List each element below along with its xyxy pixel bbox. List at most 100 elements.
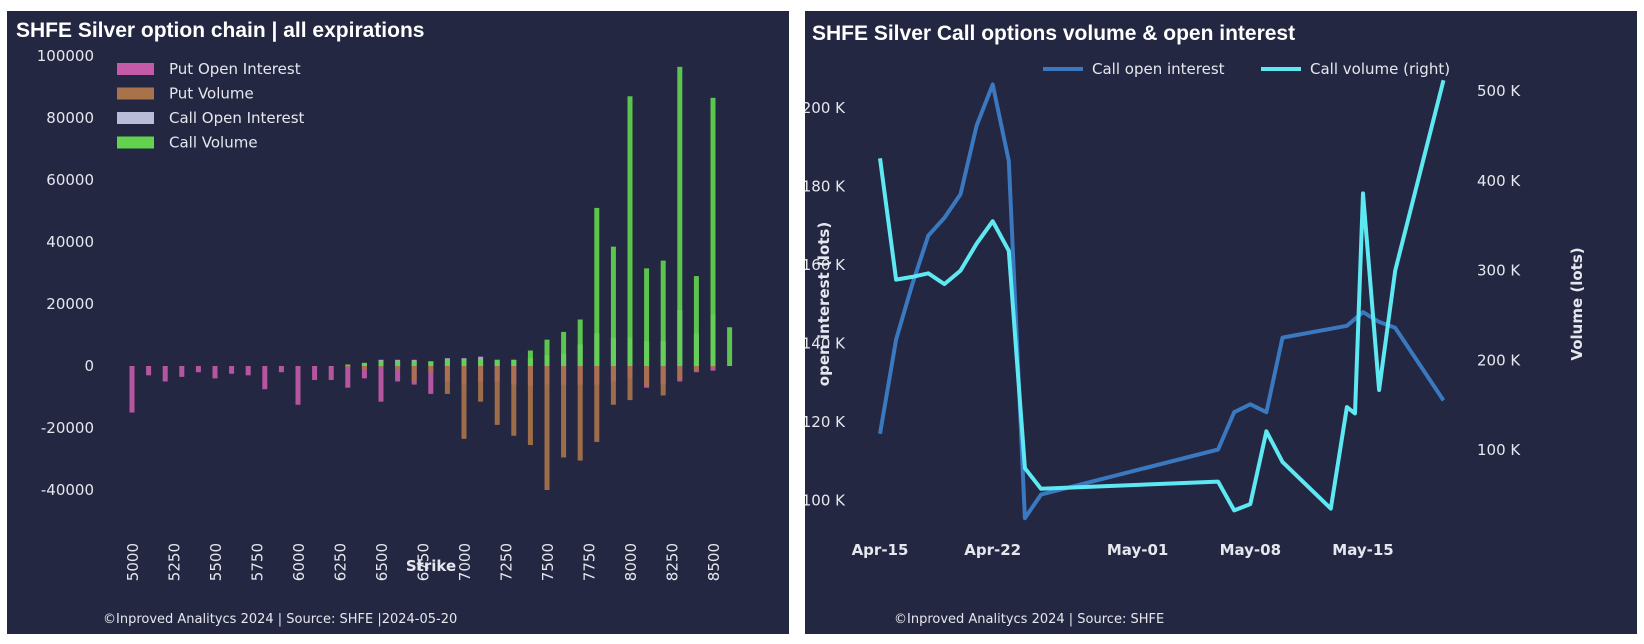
option-chain-panel: SHFE Silver option chain | all expiratio… bbox=[7, 11, 789, 634]
put-volume-bar bbox=[660, 366, 666, 396]
put-open-interest-bar bbox=[312, 366, 318, 380]
put-volume-bar bbox=[710, 366, 716, 368]
x-tick-label: 6250 bbox=[332, 543, 350, 581]
x-axis-label: Strike bbox=[406, 557, 456, 575]
chart-footer: ©Inproved Analitycs 2024 | Source: SHFE bbox=[894, 612, 1165, 627]
call-volume-line bbox=[878, 79, 1446, 513]
x-tick-label: 8500 bbox=[705, 543, 723, 581]
put-open-interest-bar bbox=[262, 366, 268, 390]
put-volume-bar bbox=[511, 366, 517, 436]
call-volume-oi-chart: 200 K 180 K 160 K 140 K 120 K 100 K 500 K 400 K… bbox=[805, 60, 1586, 559]
left-y-tick-label: 120 K bbox=[805, 413, 846, 431]
call-volume-bar bbox=[561, 331, 567, 366]
put-open-interest-bar bbox=[395, 366, 401, 382]
put-volume-bar bbox=[494, 366, 500, 425]
x-tick-label: 6750 bbox=[415, 543, 433, 581]
y-tick-label: 40000 bbox=[46, 233, 94, 251]
x-tick-label: Apr-15 bbox=[852, 541, 909, 559]
call-volume-bar bbox=[677, 66, 683, 366]
put-open-interest-bar bbox=[428, 366, 434, 394]
put-volume-bar bbox=[395, 366, 401, 370]
call-volume-bar bbox=[511, 359, 517, 366]
left-y-tick-label: 160 K bbox=[805, 256, 846, 274]
put-volume-bar bbox=[577, 366, 583, 461]
right-y-tick-label: 400 K bbox=[1477, 172, 1521, 190]
chart-footer: ©Inproved Analitycs 2024 | Source: SHFE … bbox=[103, 612, 458, 627]
legend-label: Put Volume bbox=[169, 85, 254, 103]
put-volume-bar bbox=[411, 366, 417, 382]
x-tick-label: 8000 bbox=[622, 543, 640, 581]
x-tick-label: May-08 bbox=[1220, 541, 1281, 559]
call-volume-bar bbox=[361, 362, 367, 366]
y-tick-label: 60000 bbox=[46, 171, 94, 189]
put-volume-bar bbox=[428, 366, 434, 373]
put-volume-bar bbox=[461, 366, 467, 439]
put-open-interest-bar bbox=[361, 366, 367, 379]
put-volume-bar bbox=[594, 366, 600, 442]
put-open-interest-bar bbox=[378, 366, 384, 402]
put-open-interest-bar bbox=[328, 366, 334, 380]
put-open-interest-bar bbox=[278, 366, 284, 373]
left-y-axis-label: open interest (lots) bbox=[815, 222, 833, 386]
put-volume-bar bbox=[478, 366, 484, 402]
option-chain-chart: 100000 80000 60000 40000 20000 0 -20000 -40000 5… bbox=[37, 47, 733, 581]
put-volume-bar bbox=[561, 366, 567, 458]
chart-title: SHFE Silver option chain | all expiratio… bbox=[16, 19, 425, 42]
x-tick-label: May-15 bbox=[1332, 541, 1393, 559]
x-tick-label: 5500 bbox=[207, 543, 225, 581]
put-open-interest-bar bbox=[129, 366, 135, 413]
call-volume-bar bbox=[494, 359, 500, 366]
call-volume-bar bbox=[444, 359, 450, 366]
put-open-interest-bar bbox=[179, 366, 185, 377]
x-tick-label: Apr-22 bbox=[964, 541, 1021, 559]
call-volume-bar bbox=[693, 276, 699, 366]
x-tick-label: 5750 bbox=[249, 543, 267, 581]
left-y-tick-label: 180 K bbox=[805, 178, 846, 196]
legend-label: Put Open Interest bbox=[169, 60, 301, 78]
right-y-tick-label: 100 K bbox=[1477, 441, 1521, 459]
legend-label: Call Volume bbox=[169, 134, 258, 152]
chart-title: SHFE Silver Call options volume & open i… bbox=[812, 22, 1296, 45]
put-volume-bar bbox=[544, 366, 550, 490]
put-volume-bar bbox=[610, 366, 616, 405]
x-tick-label: 7500 bbox=[539, 543, 557, 581]
right-y-tick-label: 500 K bbox=[1477, 82, 1521, 100]
put-open-interest-bar bbox=[162, 366, 168, 382]
x-tick-label: 7250 bbox=[498, 543, 516, 581]
put-open-interest-bar bbox=[710, 366, 716, 371]
call-volume-bar bbox=[478, 359, 484, 366]
call-volume-bar bbox=[395, 361, 401, 366]
put-volume-bar bbox=[361, 366, 367, 370]
y-tick-label: 80000 bbox=[46, 109, 94, 127]
call-volume-bar bbox=[627, 96, 633, 367]
call-volume-bar bbox=[610, 246, 616, 366]
put-open-interest-bar bbox=[212, 366, 218, 379]
y-tick-label: -40000 bbox=[41, 481, 94, 499]
left-y-tick-label: 100 K bbox=[805, 492, 846, 510]
y-tick-label: 0 bbox=[84, 357, 94, 375]
put-open-interest-bar bbox=[229, 366, 235, 374]
x-tick-label: 5250 bbox=[166, 543, 184, 581]
put-volume-bar bbox=[345, 366, 351, 368]
call-volume-oi-panel: SHFE Silver Call options volume & open i… bbox=[805, 11, 1637, 634]
put-open-interest-bar bbox=[245, 366, 251, 376]
x-tick-label: 6500 bbox=[373, 543, 391, 581]
call-volume-bar bbox=[461, 359, 467, 366]
y-tick-label: 100000 bbox=[37, 47, 94, 65]
call-volume-bar bbox=[710, 97, 716, 366]
x-tick-label: 8250 bbox=[664, 543, 682, 581]
legend-label: Call open interest bbox=[1092, 60, 1225, 78]
legend-swatch bbox=[117, 87, 154, 100]
left-y-tick-label: 140 K bbox=[805, 335, 846, 353]
put-volume-bar bbox=[444, 366, 450, 394]
legend-swatch bbox=[117, 136, 154, 149]
call-volume-bar bbox=[644, 268, 650, 366]
x-tick-label: May-01 bbox=[1107, 541, 1168, 559]
call-volume-bar bbox=[594, 207, 600, 366]
put-open-interest-bar bbox=[195, 366, 201, 373]
legend-label: Call Open Interest bbox=[169, 109, 305, 127]
call-volume-bar bbox=[345, 364, 351, 366]
call-volume-bar bbox=[527, 350, 533, 366]
call-volume-bar bbox=[577, 319, 583, 366]
legend-swatch bbox=[117, 63, 154, 75]
